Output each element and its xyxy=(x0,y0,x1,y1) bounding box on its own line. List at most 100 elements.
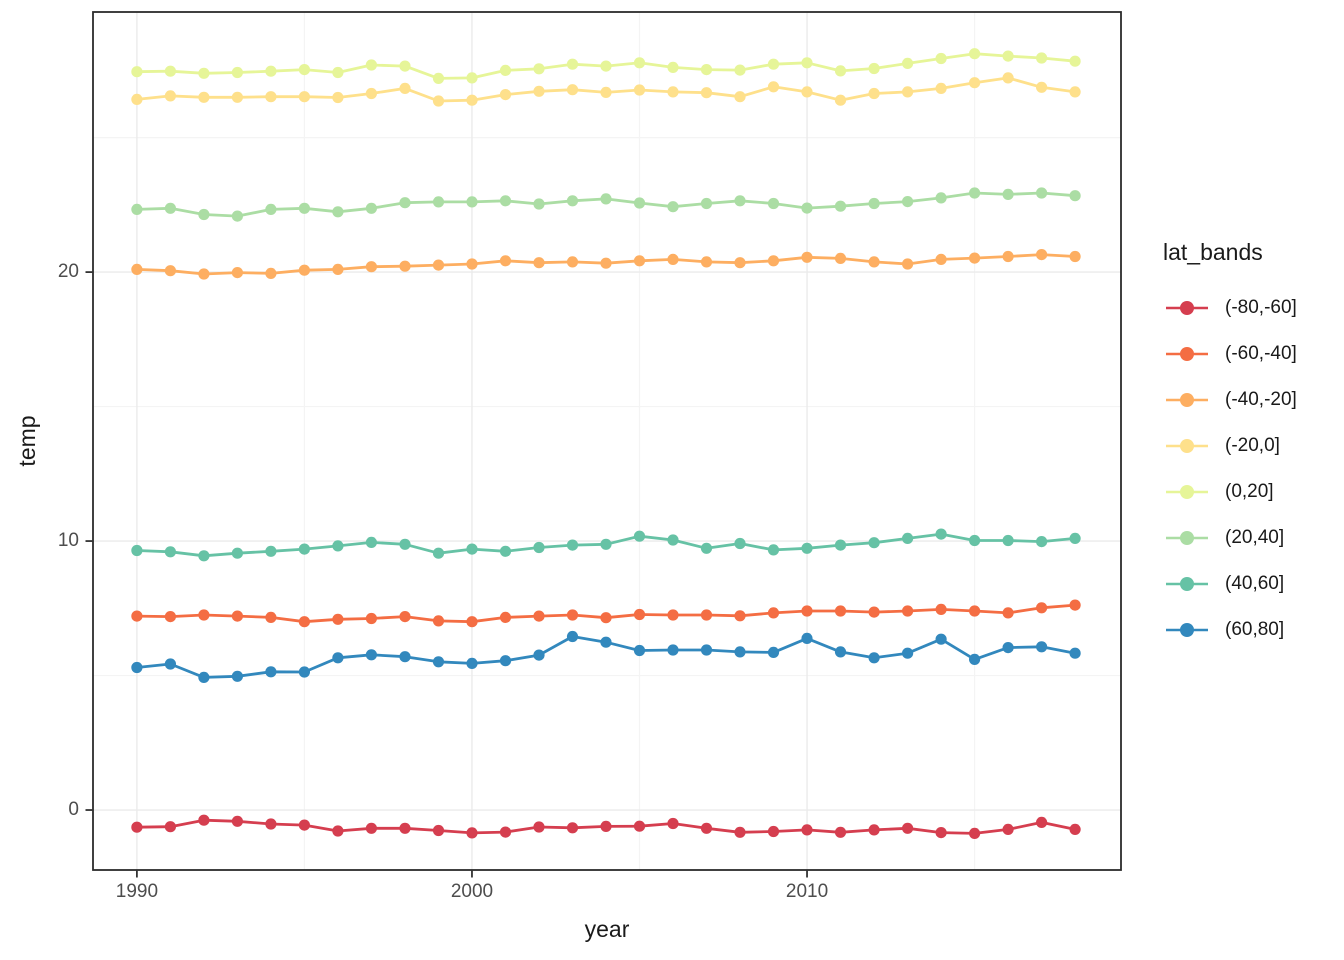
data-point-2 xyxy=(834,252,847,264)
data-point-6 xyxy=(767,544,780,556)
data-point-7 xyxy=(801,632,813,645)
data-point-5 xyxy=(432,196,445,208)
data-point-1 xyxy=(499,611,512,624)
data-point-6 xyxy=(466,543,478,555)
legend-item: (20,40] xyxy=(1163,515,1341,561)
data-point-4 xyxy=(365,59,377,71)
data-point-7 xyxy=(969,653,981,666)
legend-item-label: (-60,-40] xyxy=(1225,343,1297,364)
data-point-4 xyxy=(801,57,813,69)
data-point-2 xyxy=(868,256,880,268)
data-point-4 xyxy=(868,62,880,75)
data-point-5 xyxy=(131,203,143,215)
data-point-5 xyxy=(969,187,981,199)
data-point-1 xyxy=(700,609,713,621)
data-point-1 xyxy=(265,611,277,624)
data-point-4 xyxy=(566,58,579,70)
data-point-4 xyxy=(231,66,243,79)
data-point-5 xyxy=(499,195,512,207)
data-point-7 xyxy=(265,666,277,678)
legend-item: (0,20] xyxy=(1163,469,1341,515)
data-point-6 xyxy=(231,547,243,559)
data-point-0 xyxy=(499,826,512,838)
data-point-4 xyxy=(533,63,545,75)
data-point-2 xyxy=(399,260,411,272)
data-point-1 xyxy=(600,612,612,624)
data-point-6 xyxy=(734,537,746,550)
data-point-5 xyxy=(198,208,210,221)
data-point-5 xyxy=(399,197,411,209)
data-point-0 xyxy=(600,820,612,833)
data-point-1 xyxy=(767,607,780,619)
legend-key-icon xyxy=(1166,301,1208,315)
data-point-6 xyxy=(801,542,813,554)
data-point-3 xyxy=(332,91,344,104)
legend-key-icon xyxy=(1166,485,1208,499)
data-point-7 xyxy=(399,651,411,663)
data-point-0 xyxy=(164,821,176,833)
legend-key-icon xyxy=(1166,577,1208,591)
data-point-0 xyxy=(231,815,243,827)
data-point-2 xyxy=(935,253,947,265)
data-point-0 xyxy=(767,825,780,838)
data-point-2 xyxy=(700,256,713,268)
data-point-6 xyxy=(499,545,512,557)
data-point-6 xyxy=(969,534,981,547)
data-point-2 xyxy=(231,267,243,279)
data-point-0 xyxy=(868,824,880,836)
data-point-6 xyxy=(198,550,210,562)
data-point-5 xyxy=(600,193,612,205)
data-point-3 xyxy=(667,86,679,98)
data-point-3 xyxy=(935,82,947,94)
data-point-1 xyxy=(834,605,847,617)
data-point-2 xyxy=(332,263,344,275)
data-point-2 xyxy=(566,256,579,268)
data-point-2 xyxy=(734,257,746,269)
data-point-6 xyxy=(332,540,344,552)
data-point-1 xyxy=(399,611,411,623)
data-point-7 xyxy=(1036,641,1048,653)
data-point-0 xyxy=(399,822,411,834)
data-point-1 xyxy=(164,611,176,623)
data-point-0 xyxy=(902,822,914,834)
data-point-7 xyxy=(700,644,713,656)
data-point-0 xyxy=(801,824,813,836)
data-point-3 xyxy=(466,94,478,106)
data-point-0 xyxy=(298,819,310,831)
data-point-7 xyxy=(1069,647,1081,659)
data-point-2 xyxy=(1069,250,1081,263)
data-point-1 xyxy=(533,610,545,622)
data-point-4 xyxy=(1036,52,1048,64)
data-point-4 xyxy=(834,65,847,77)
data-point-7 xyxy=(164,658,176,670)
data-point-3 xyxy=(1002,72,1014,84)
data-point-5 xyxy=(834,200,847,212)
data-point-3 xyxy=(767,81,780,93)
data-point-5 xyxy=(365,202,377,214)
data-point-4 xyxy=(164,65,176,77)
data-point-4 xyxy=(902,57,914,69)
data-point-3 xyxy=(969,77,981,89)
data-point-3 xyxy=(131,93,143,105)
data-point-0 xyxy=(700,822,713,834)
panel-border xyxy=(92,11,1122,871)
data-point-5 xyxy=(164,202,176,214)
data-point-5 xyxy=(868,197,880,210)
data-point-0 xyxy=(1069,823,1081,836)
data-point-7 xyxy=(667,644,679,656)
data-point-7 xyxy=(131,661,143,674)
data-point-2 xyxy=(767,255,780,267)
data-point-7 xyxy=(868,652,880,664)
data-point-0 xyxy=(969,827,981,840)
data-point-7 xyxy=(1002,642,1014,654)
x-tick-label: 2010 xyxy=(785,881,829,902)
data-point-4 xyxy=(332,66,344,79)
legend-items: (-80,-60] (-60,-40] (-40,-20] (-20,0] (0,20]… xyxy=(1163,285,1341,653)
data-point-7 xyxy=(935,633,947,645)
data-point-6 xyxy=(265,545,277,557)
data-point-6 xyxy=(868,537,880,549)
data-point-1 xyxy=(902,605,914,617)
legend-key-icon xyxy=(1166,347,1208,361)
data-point-2 xyxy=(801,251,813,263)
